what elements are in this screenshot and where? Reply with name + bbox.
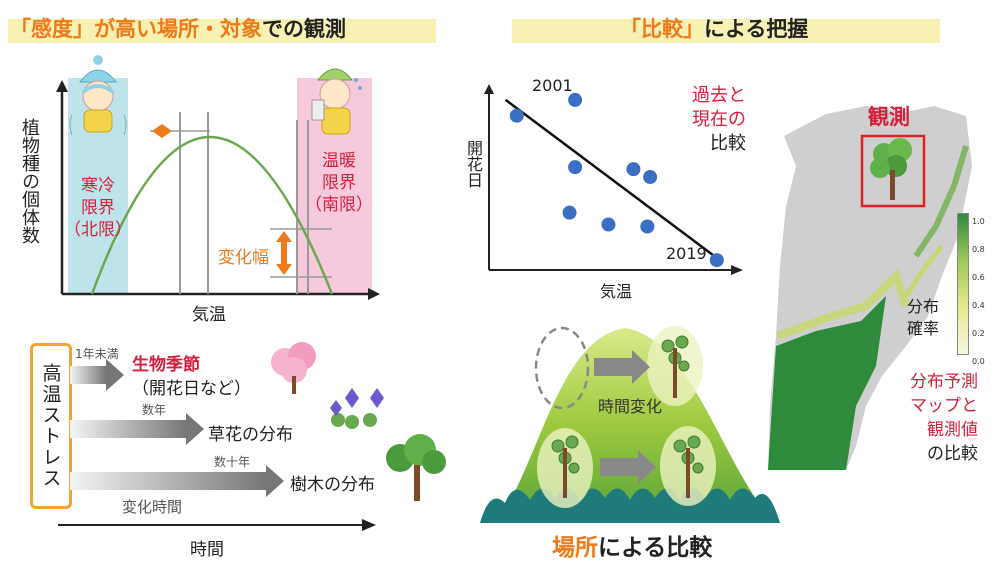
hot-character-icon (311, 68, 362, 135)
scatter-x-label: 気温 (600, 282, 633, 301)
scatter-point-2 (568, 92, 583, 107)
cold-limit-label: 寒冷 限界 （北限） (60, 175, 136, 241)
map-note-line1: 分布予測 (910, 372, 978, 392)
compare-note-line2: 現在の (692, 109, 746, 130)
cold-character-icon (69, 55, 127, 136)
left-title: 「感度」が高い場所・対象での観測 (10, 13, 346, 43)
arrow3-duration: 数十年 (214, 455, 251, 469)
left-title-part2: が高い場所・対象 (94, 17, 262, 41)
probability-legend-title: 分布 確率 (895, 296, 951, 340)
trend-line (504, 98, 724, 264)
cherry-blossom-icon (271, 342, 316, 394)
legend-title-line1: 分布 (906, 297, 939, 316)
right-title-band (512, 19, 940, 43)
right-title-part1: 「比較」 (620, 17, 704, 41)
right-title-part2: による把握 (704, 17, 809, 41)
arrow2-duration: 数年 (142, 403, 167, 417)
wildflower-icon (330, 388, 384, 429)
tree-distribution-label: 樹木の分布 (290, 475, 375, 495)
time-arrows (58, 342, 446, 531)
scatter-point-1 (509, 108, 524, 123)
time-axis-label: 時間 (190, 540, 224, 560)
scatter-y-label: 開花日 (464, 140, 483, 188)
flowering-scatter-plot (484, 84, 743, 275)
cold-limit-line3: （北限） (64, 220, 132, 240)
distribution-map (768, 106, 972, 470)
colorbar-ticks: 1.0 0.8 0.6 0.4 0.2 0.0 (972, 208, 985, 376)
warm-limit-label: 温暖 限界 （南限） (302, 150, 376, 216)
y-axis-label-population: 植物種の個体数 (19, 118, 40, 244)
scatter-point-4 (626, 162, 641, 177)
scatter-point-6 (562, 205, 577, 220)
time-change-label: 時間変化 (598, 397, 663, 416)
heat-stress-label: 高温ストレス (39, 363, 62, 489)
map-compare-note: 分布予測 マップと 観測値 の比較 (878, 370, 978, 466)
compare-note-line3: 比較 (710, 133, 746, 154)
scatter-y-arrowhead (484, 84, 494, 94)
scatter-point-8 (640, 219, 655, 234)
compare-note: 過去と 現在の 比較 (666, 84, 746, 156)
left-title-part1: 「感度」 (10, 17, 94, 41)
change-range-label: 変化幅 (218, 248, 269, 268)
map-note-line4: の比較 (927, 444, 978, 464)
warm-limit-line1: 温暖 (322, 151, 356, 171)
phenology-sub-label: （開花日など） (132, 379, 251, 399)
tick-0-0: 0.0 (972, 357, 985, 366)
observation-label: 観測 (868, 105, 910, 129)
place-comparison-caption: 場所による比較 (552, 528, 712, 562)
tick-0-6: 0.6 (972, 273, 985, 282)
change-time-label: 変化時間 (122, 498, 183, 516)
legend-title-line2: 確率 (906, 319, 939, 338)
cold-limit-line1: 寒冷 (81, 176, 115, 196)
left-title-part3: での観測 (262, 17, 346, 41)
cold-limit-line2: 限界 (81, 198, 115, 218)
mountain-comparison-diagram (480, 326, 780, 523)
left-title-band (8, 19, 436, 43)
warm-limit-line3: （南限） (305, 195, 373, 215)
map-note-line3: 観測値 (927, 420, 978, 440)
probability-colorbar (957, 213, 969, 355)
scatter-point-3 (568, 160, 583, 175)
tick-0-2: 0.2 (972, 329, 985, 338)
map-note-line2: マップと (910, 396, 978, 416)
scatter-point-5 (643, 170, 658, 185)
year-start-label: 2001 (532, 76, 573, 95)
right-title: 「比較」による把握 (620, 13, 808, 43)
compare-note-line1: 過去と (692, 85, 746, 106)
place-caption-part2: による比較 (598, 535, 713, 561)
warm-limit-line2: 限界 (322, 173, 356, 193)
population-curve-graph (56, 55, 380, 300)
herb-distribution-label: 草花の分布 (208, 425, 293, 445)
x-axis-label-temperature: 気温 (192, 305, 226, 325)
tree-icon-small (386, 434, 446, 501)
phenology-label: 生物季節 (132, 355, 200, 375)
scatter-point-7 (601, 217, 616, 232)
arrow1-duration: 1年未満 (75, 347, 119, 361)
scatter-point-9 (709, 253, 724, 268)
tick-0-4: 0.4 (972, 301, 985, 310)
tree-icon-map (870, 138, 912, 200)
scatter-x-arrowhead (731, 265, 743, 275)
tick-1-0: 1.0 (972, 217, 985, 226)
tick-0-8: 0.8 (972, 245, 985, 254)
place-caption-part1: 場所 (552, 535, 598, 561)
year-end-label: 2019 (666, 244, 707, 263)
